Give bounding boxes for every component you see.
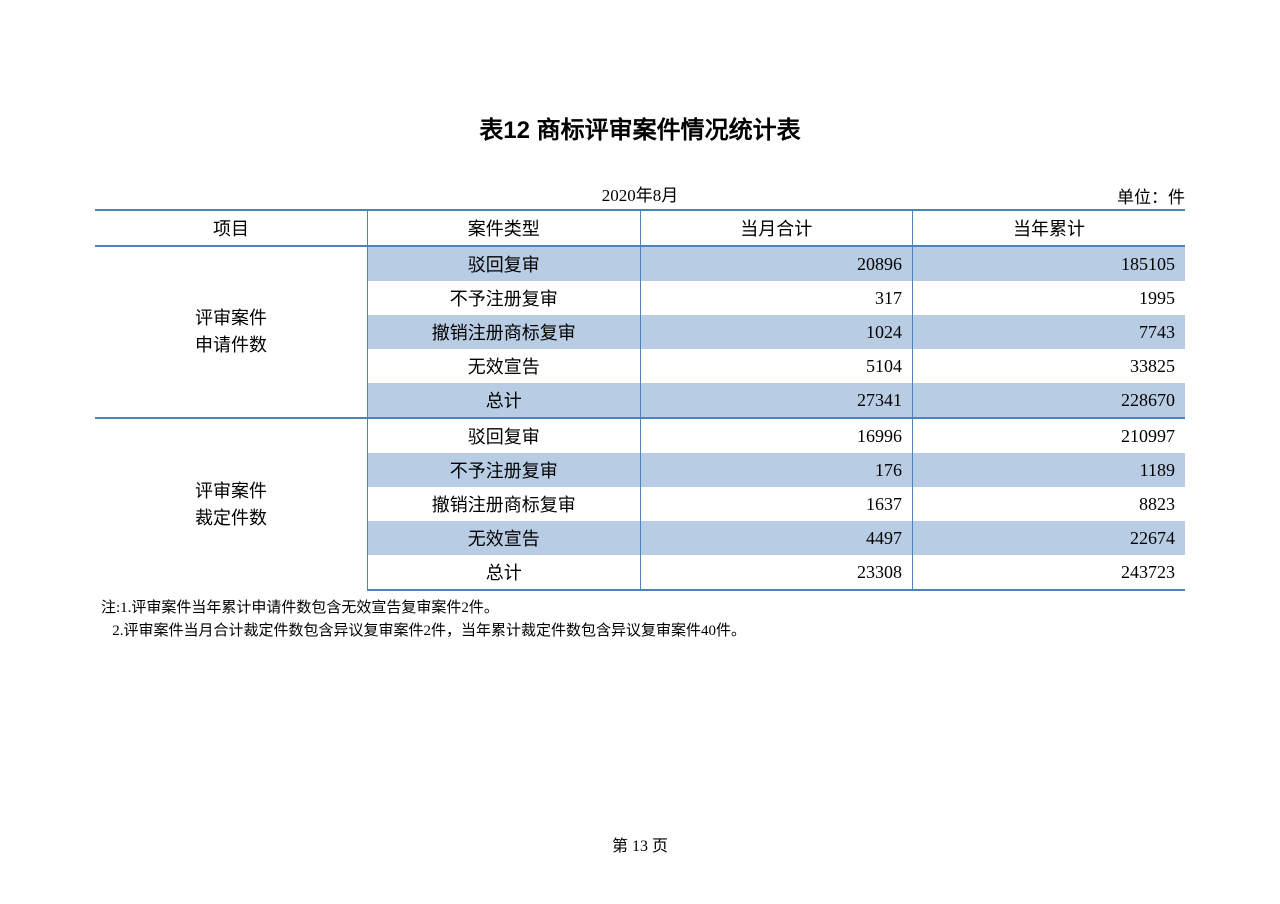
col-header-year: 当年累计 bbox=[913, 210, 1186, 246]
cell-year: 1995 bbox=[913, 281, 1186, 315]
cell-year: 185105 bbox=[913, 246, 1186, 281]
cell-month: 1024 bbox=[640, 315, 913, 349]
footnotes: 注:1.评审案件当年累计申请件数包含无效宣告复审案件2件。 2.评审案件当月合计… bbox=[95, 597, 1185, 642]
cell-year: 228670 bbox=[913, 383, 1186, 418]
cell-case-type: 撤销注册商标复审 bbox=[368, 315, 641, 349]
meta-row: 2020年8月 单位：件 bbox=[95, 181, 1185, 209]
cell-year: 1189 bbox=[913, 453, 1186, 487]
cell-year: 33825 bbox=[913, 349, 1186, 383]
group-label-line: 裁定件数 bbox=[195, 508, 267, 528]
cell-month: 1637 bbox=[640, 487, 913, 521]
group-label-applications: 评审案件 申请件数 bbox=[95, 246, 368, 418]
cell-case-type: 驳回复审 bbox=[368, 246, 641, 281]
footnote-line: 注:1.评审案件当年累计申请件数包含无效宣告复审案件2件。 bbox=[101, 597, 1185, 620]
unit-label: 单位：件 bbox=[1117, 183, 1185, 208]
group-label-line: 评审案件 bbox=[195, 308, 267, 328]
cell-year: 8823 bbox=[913, 487, 1186, 521]
table-row: 评审案件 裁定件数 驳回复审 16996 210997 bbox=[95, 418, 1185, 453]
cell-month: 16996 bbox=[640, 418, 913, 453]
cell-case-type: 无效宣告 bbox=[368, 521, 641, 555]
table-header-row: 项目 案件类型 当月合计 当年累计 bbox=[95, 210, 1185, 246]
cell-year: 22674 bbox=[913, 521, 1186, 555]
col-header-month: 当月合计 bbox=[640, 210, 913, 246]
table-title: 表12 商标评审案件情况统计表 bbox=[95, 110, 1185, 145]
col-header-case-type: 案件类型 bbox=[368, 210, 641, 246]
group-label-line: 评审案件 bbox=[195, 481, 267, 501]
cell-month: 23308 bbox=[640, 555, 913, 590]
document-page: 表12 商标评审案件情况统计表 2020年8月 单位：件 项目 案件类型 当月合… bbox=[0, 0, 1280, 904]
period-label: 2020年8月 bbox=[602, 181, 679, 206]
cell-year: 7743 bbox=[913, 315, 1186, 349]
cell-month: 20896 bbox=[640, 246, 913, 281]
col-header-item: 项目 bbox=[95, 210, 368, 246]
cell-case-type: 总计 bbox=[368, 383, 641, 418]
cell-month: 317 bbox=[640, 281, 913, 315]
cell-month: 5104 bbox=[640, 349, 913, 383]
statistics-table: 项目 案件类型 当月合计 当年累计 评审案件 申请件数 驳回复审 20896 1… bbox=[95, 209, 1185, 591]
cell-case-type: 不予注册复审 bbox=[368, 453, 641, 487]
group-label-decisions: 评审案件 裁定件数 bbox=[95, 418, 368, 590]
cell-case-type: 不予注册复审 bbox=[368, 281, 641, 315]
cell-case-type: 驳回复审 bbox=[368, 418, 641, 453]
cell-case-type: 无效宣告 bbox=[368, 349, 641, 383]
footnote-line: 2.评审案件当月合计裁定件数包含异议复审案件2件，当年累计裁定件数包含异议复审案… bbox=[101, 620, 1185, 643]
cell-month: 4497 bbox=[640, 521, 913, 555]
page-number: 第 13 页 bbox=[0, 832, 1280, 856]
cell-month: 176 bbox=[640, 453, 913, 487]
table-row: 评审案件 申请件数 驳回复审 20896 185105 bbox=[95, 246, 1185, 281]
cell-year: 210997 bbox=[913, 418, 1186, 453]
group-label-line: 申请件数 bbox=[195, 335, 267, 355]
cell-month: 27341 bbox=[640, 383, 913, 418]
cell-case-type: 总计 bbox=[368, 555, 641, 590]
cell-year: 243723 bbox=[913, 555, 1186, 590]
cell-case-type: 撤销注册商标复审 bbox=[368, 487, 641, 521]
